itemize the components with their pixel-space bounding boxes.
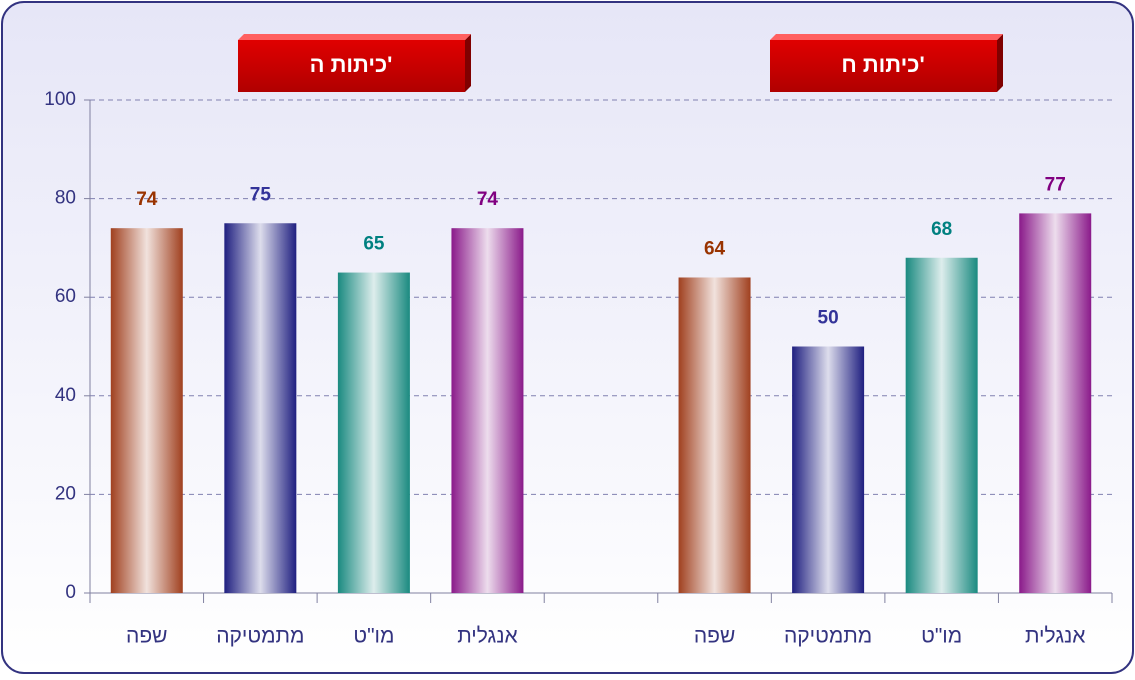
bar [678,277,751,593]
x-tick-label: מתמטיקה [216,625,304,648]
y-tick-label: 20 [55,483,76,504]
y-tick-label: 0 [65,582,76,603]
annotation: כיתות ח' [841,52,924,77]
x-tick-label: אנגלית [1025,625,1086,648]
value-label: 50 [818,308,839,329]
x-tick-label: מו"ט [353,625,394,648]
bar [1019,213,1092,593]
annotation: כיתות ה' [310,52,393,77]
x-tick-label: שפה [694,625,735,648]
x-tick-label: אנגלית [457,625,518,648]
y-tick-label: 100 [44,89,76,110]
value-label: 68 [931,219,952,240]
y-tick-label: 80 [55,188,76,209]
bar [905,257,978,593]
bar [337,272,410,593]
bar [110,228,183,593]
x-tick-label: מתמטיקה [784,625,872,648]
bar [224,223,297,593]
annotation-box [770,34,1003,92]
annotation-box [238,34,471,92]
value-label: 74 [136,189,158,210]
x-tick-label: מו"ט [921,625,962,648]
bar [451,228,524,593]
y-tick-label: 60 [55,286,76,307]
value-label: 64 [704,238,726,259]
value-label: 75 [250,184,272,205]
value-label: 74 [477,189,499,210]
value-label: 65 [363,234,385,255]
x-tick-label: שפה [126,625,167,648]
bar [792,346,865,593]
y-tick-label: 40 [55,385,76,406]
value-label: 77 [1045,174,1066,195]
